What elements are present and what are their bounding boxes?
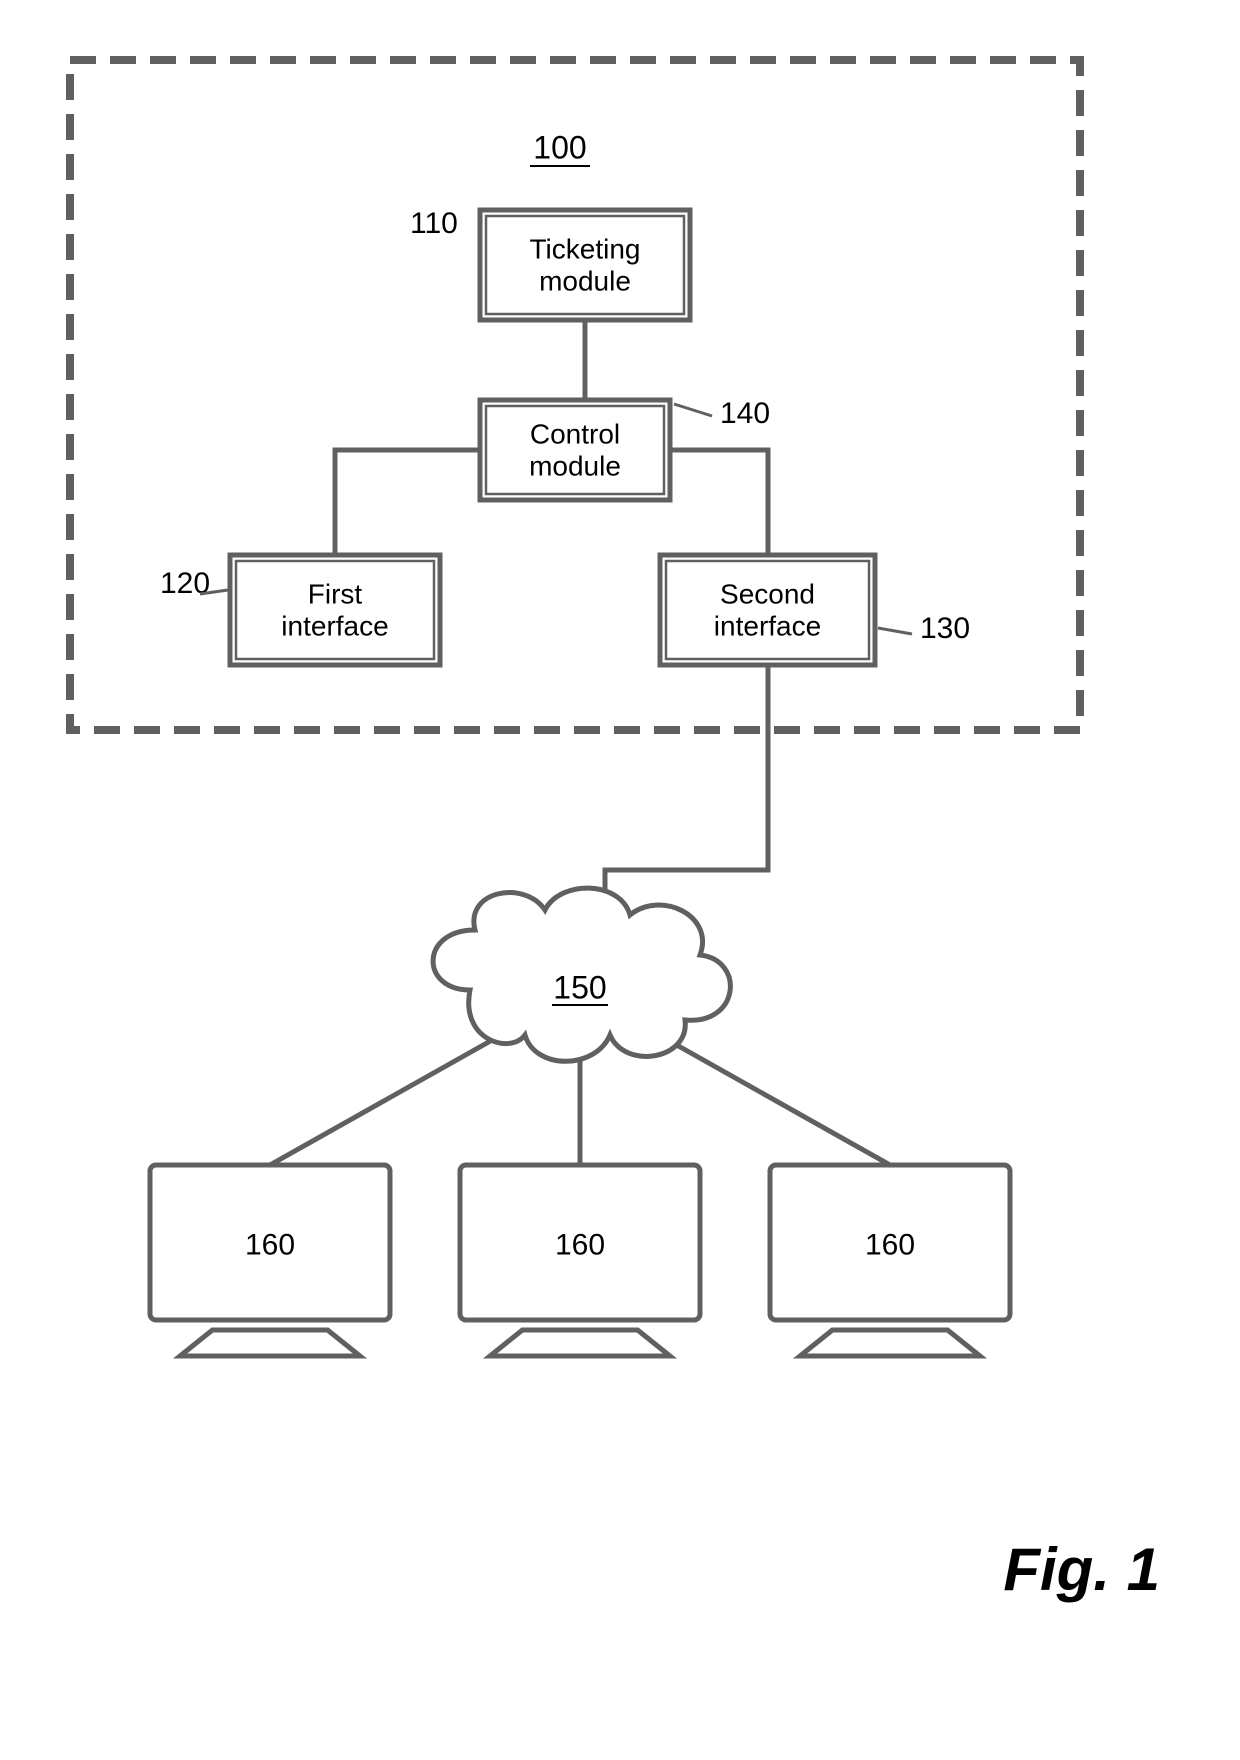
terminal-1-ref: 160 (245, 1228, 295, 1261)
edge-second_iface-cloud (605, 665, 768, 912)
edge-cloud-term3 (650, 1030, 890, 1165)
second-interface-box-label1: Second (720, 578, 815, 609)
terminal-2-ref: 160 (555, 1228, 605, 1261)
control-module-box-label1: Control (530, 418, 620, 449)
first-interface-box-label1: First (308, 578, 363, 609)
edge-control-first_iface (335, 450, 480, 555)
first-interface-box-label2: interface (281, 610, 388, 641)
ticketing-module-ref: 110 (410, 207, 458, 240)
control-module-leader (674, 404, 712, 416)
edge-cloud-term1 (270, 1030, 510, 1165)
ticketing-module-box-label2: module (539, 265, 631, 296)
control-module-box-label2: module (529, 450, 621, 481)
ticketing-module-box-label1: Ticketing (529, 233, 640, 264)
edge-control-second_iface (670, 450, 768, 555)
system-ref: 100 (533, 129, 586, 165)
control-module-ref: 140 (720, 397, 770, 430)
second-interface-box-label2: interface (714, 610, 821, 641)
figure-label: Fig. 1 (1003, 1536, 1160, 1603)
cloud-ref: 150 (553, 969, 606, 1005)
terminal-3-ref: 160 (865, 1228, 915, 1261)
second-interface-ref: 130 (920, 612, 970, 645)
second-interface-leader (878, 628, 912, 634)
